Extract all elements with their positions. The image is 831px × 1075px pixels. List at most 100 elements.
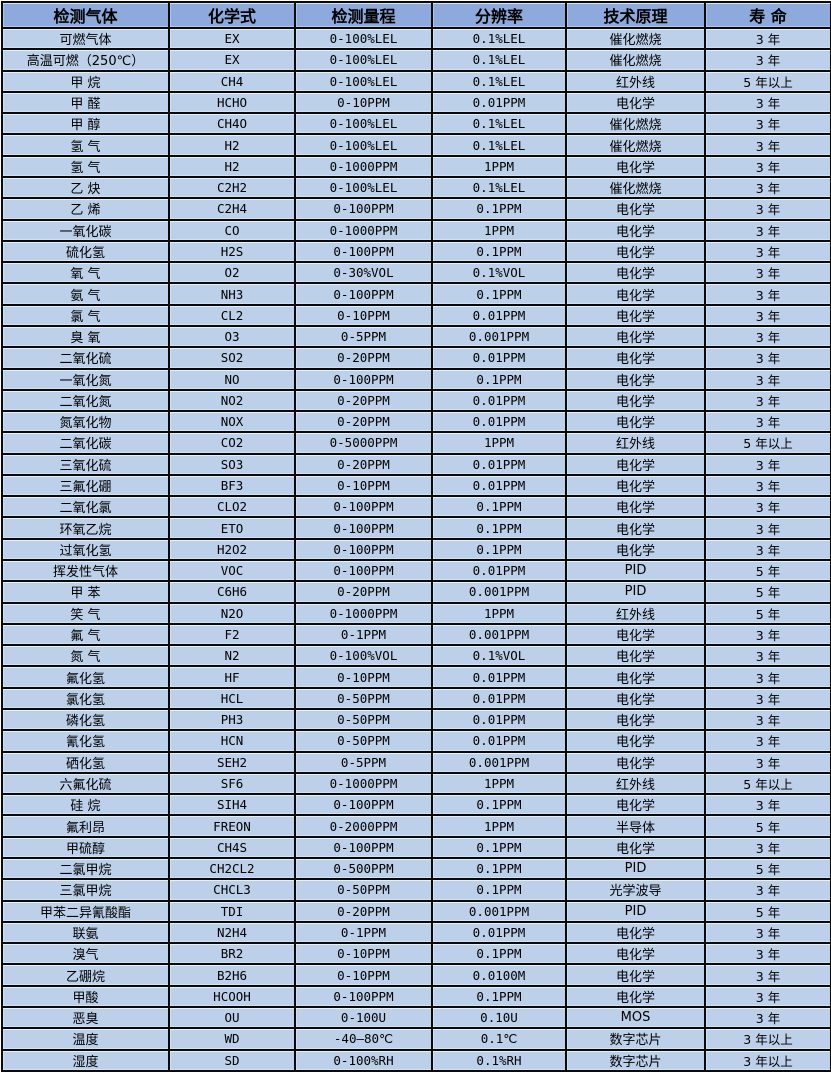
cell-gas: 氢 气 — [1, 154, 170, 178]
table-row: 三氧化硫 SO3 0-20PPM 0.01PPM 电化学 3 年 — [1, 452, 831, 476]
cell-formula: HCL — [168, 686, 296, 711]
cell-range: 0-100%LEL — [294, 112, 433, 136]
cell-range: 0-100%LEL — [294, 48, 433, 72]
cell-lifespan: 3 年 — [704, 707, 831, 732]
cell-gas: 氨 气 — [1, 282, 170, 306]
cell-principle: 电化学 — [565, 282, 706, 306]
cell-lifespan: 5 年以上 — [704, 431, 831, 455]
cell-range: 0-100%LEL — [294, 133, 433, 157]
cell-formula: HF — [168, 665, 296, 689]
cell-principle: PID — [565, 559, 706, 583]
cell-formula: FREON — [168, 814, 296, 838]
cell-range: 0-100%RH — [294, 1048, 433, 1072]
cell-principle: 电化学 — [565, 622, 706, 647]
cell-resolution: 0.1PPM — [431, 537, 567, 562]
cell-principle: 电化学 — [565, 516, 706, 540]
cell-formula: HCOOH — [168, 984, 296, 1008]
cell-principle: 电化学 — [565, 218, 706, 242]
cell-range: 0-30%VOL — [294, 261, 433, 285]
cell-range: 0-50PPM — [294, 707, 433, 732]
cell-principle: 电化学 — [565, 835, 706, 859]
table-row: 氧 气 O2 0-30%VOL 0.1%VOL 电化学 3 年 — [1, 261, 831, 285]
cell-principle: 电化学 — [565, 154, 706, 178]
cell-gas: 恶臭 — [1, 1005, 170, 1030]
cell-lifespan: 3 年 — [704, 984, 831, 1008]
table-row: 氢 气 H2 0-100%LEL 0.1%LEL 催化燃烧 3 年 — [1, 133, 831, 157]
table-row: 温度 WD -40—80℃ 0.1℃ 数字芯片 3 年以上 — [1, 1027, 831, 1051]
cell-principle: 半导体 — [565, 814, 706, 838]
cell-lifespan: 3 年 — [704, 750, 831, 774]
cell-principle: PID — [565, 856, 706, 881]
cell-formula: NO2 — [168, 388, 296, 413]
table-row: 乙 烯 C2H4 0-100PPM 0.1PPM 电化学 3 年 — [1, 197, 831, 221]
cell-lifespan: 3 年 — [704, 26, 831, 51]
cell-resolution: 1PPM — [431, 218, 567, 242]
cell-principle: 电化学 — [565, 324, 706, 349]
cell-gas: 一氧化氮 — [1, 367, 170, 391]
cell-gas: 过氧化氢 — [1, 537, 170, 562]
table-body: 可燃气体 EX 0-100%LEL 0.1%LEL 催化燃烧 3 年高温可燃（250℃） E… — [1, 26, 831, 1072]
table-row: 联氨 N2H4 0-1PPM 0.01PPM 电化学 3 年 — [1, 920, 831, 945]
cell-formula: C6H6 — [168, 580, 296, 604]
cell-lifespan: 5 年 — [704, 814, 831, 838]
cell-principle: 电化学 — [565, 197, 706, 221]
cell-range: 0-50PPM — [294, 686, 433, 711]
cell-resolution: 0.01PPM — [431, 90, 567, 115]
cell-formula: SEH2 — [168, 750, 296, 774]
column-header-lifespan: 寿 命 — [704, 1, 831, 29]
table-row: 硒化氢 SEH2 0-5PPM 0.001PPM 电化学 3 年 — [1, 750, 831, 774]
cell-range: 0-10PPM — [294, 90, 433, 115]
cell-principle: 催化燃烧 — [565, 133, 706, 157]
cell-range: 0-100PPM — [294, 516, 433, 540]
cell-gas: 可燃气体 — [1, 26, 170, 51]
cell-range: 0-20PPM — [294, 899, 433, 923]
cell-gas: 硒化氢 — [1, 750, 170, 774]
cell-gas: 氧 气 — [1, 261, 170, 285]
cell-lifespan: 5 年 — [704, 559, 831, 583]
cell-resolution: 0.001PPM — [431, 899, 567, 923]
cell-principle: 电化学 — [565, 793, 706, 817]
cell-resolution: 0.01PPM — [431, 707, 567, 732]
table-row: 氮氧化物 NOX 0-20PPM 0.01PPM 电化学 3 年 — [1, 410, 831, 434]
cell-range: 0-20PPM — [294, 580, 433, 604]
table-row: 磷化氢 PH3 0-50PPM 0.01PPM 电化学 3 年 — [1, 707, 831, 732]
cell-resolution: 0.01PPM — [431, 303, 567, 327]
cell-lifespan: 3 年 — [704, 452, 831, 476]
cell-resolution: 0.01PPM — [431, 729, 567, 753]
cell-principle: 电化学 — [565, 410, 706, 434]
cell-range: 0-5PPM — [294, 750, 433, 774]
cell-formula: OU — [168, 1005, 296, 1030]
cell-range: -40—80℃ — [294, 1027, 433, 1051]
cell-principle: 电化学 — [565, 239, 706, 264]
cell-resolution: 0.1%VOL — [431, 644, 567, 668]
cell-lifespan: 5 年以上 — [704, 69, 831, 93]
cell-lifespan: 3 年 — [704, 665, 831, 689]
cell-range: 0-1000PPM — [294, 154, 433, 178]
table-row: 一氧化碳 CO 0-1000PPM 1PPM 电化学 3 年 — [1, 218, 831, 242]
cell-range: 0-20PPM — [294, 410, 433, 434]
cell-resolution: 0.001PPM — [431, 580, 567, 604]
cell-gas: 氰化氢 — [1, 729, 170, 753]
table-row: 氯 气 CL2 0-10PPM 0.01PPM 电化学 3 年 — [1, 303, 831, 327]
cell-lifespan: 3 年 — [704, 133, 831, 157]
cell-resolution: 0.1PPM — [431, 282, 567, 306]
cell-resolution: 0.1PPM — [431, 856, 567, 881]
cell-formula: CL2 — [168, 303, 296, 327]
cell-lifespan: 3 年 — [704, 622, 831, 647]
cell-formula: O3 — [168, 324, 296, 349]
table-row: 二氯甲烷 CH2CL2 0-500PPM 0.1PPM PID 5 年 — [1, 856, 831, 881]
cell-resolution: 0.001PPM — [431, 750, 567, 774]
cell-resolution: 0.1%LEL — [431, 133, 567, 157]
cell-principle: 电化学 — [565, 644, 706, 668]
cell-range: 0-100PPM — [294, 793, 433, 817]
cell-lifespan: 3 年 — [704, 90, 831, 115]
cell-lifespan: 3 年 — [704, 410, 831, 434]
cell-formula: EX — [168, 48, 296, 72]
cell-resolution: 0.1PPM — [431, 984, 567, 1008]
cell-range: 0-1PPM — [294, 920, 433, 945]
cell-gas: 氢 气 — [1, 133, 170, 157]
cell-formula: O2 — [168, 261, 296, 285]
cell-formula: WD — [168, 1027, 296, 1051]
cell-principle: 红外线 — [565, 431, 706, 455]
table-row: 二氧化氮 NO2 0-20PPM 0.01PPM 电化学 3 年 — [1, 388, 831, 413]
